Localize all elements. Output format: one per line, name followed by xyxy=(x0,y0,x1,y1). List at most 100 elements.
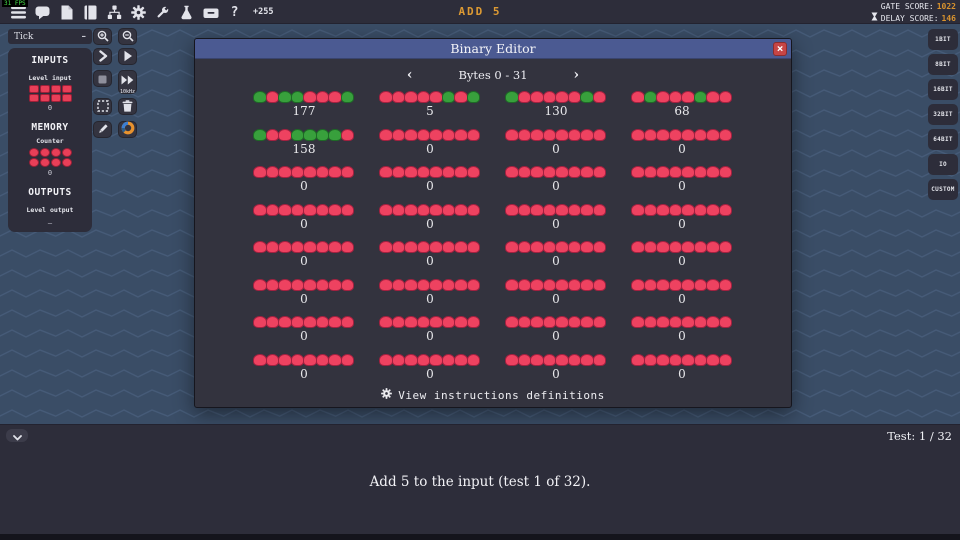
bit-width-button-32bit[interactable]: 32BIT xyxy=(928,104,958,125)
view-instructions-button[interactable]: View instructions definitions xyxy=(195,388,791,402)
bit-led[interactable] xyxy=(429,128,443,141)
bit-led[interactable] xyxy=(668,203,682,216)
bit-led[interactable] xyxy=(265,128,279,141)
bit-led[interactable] xyxy=(278,166,292,178)
bit-led[interactable] xyxy=(693,166,707,178)
bit-led[interactable] xyxy=(466,166,480,178)
bit-led[interactable] xyxy=(693,278,707,291)
bit-led[interactable] xyxy=(265,203,279,216)
bit-led[interactable] xyxy=(253,316,267,328)
bit-led[interactable] xyxy=(429,241,443,253)
delete-button[interactable] xyxy=(118,98,137,115)
bit-led[interactable] xyxy=(265,91,279,103)
bit-led[interactable] xyxy=(681,316,695,328)
lab-button[interactable] xyxy=(178,4,195,21)
bit-led[interactable] xyxy=(681,278,695,291)
bit-led[interactable] xyxy=(379,316,393,328)
bit-led[interactable] xyxy=(517,353,531,366)
bit-led[interactable] xyxy=(290,91,304,103)
bit-led[interactable] xyxy=(517,278,531,291)
bit-led[interactable] xyxy=(693,203,707,216)
bit-led[interactable] xyxy=(379,353,393,366)
bit-led[interactable] xyxy=(340,203,354,216)
bit-led[interactable] xyxy=(668,316,682,328)
bit-led[interactable] xyxy=(391,166,405,178)
bit-led[interactable] xyxy=(517,91,531,103)
next-page-button[interactable]: › xyxy=(573,67,580,83)
bit-led[interactable] xyxy=(706,91,720,103)
bit-led[interactable] xyxy=(580,278,594,291)
bit-led[interactable] xyxy=(631,241,645,253)
close-button[interactable]: × xyxy=(773,42,787,56)
bit-led[interactable] xyxy=(429,203,443,216)
bit-led[interactable] xyxy=(668,166,682,178)
bit-width-button-1bit[interactable]: 1BIT xyxy=(928,29,958,50)
bit-led[interactable] xyxy=(278,316,292,328)
bit-led[interactable] xyxy=(278,128,292,141)
theme-ring-button[interactable] xyxy=(118,121,137,138)
bit-led[interactable] xyxy=(315,91,329,103)
play-button[interactable] xyxy=(118,48,137,65)
bit-led[interactable] xyxy=(681,91,695,103)
bit-led[interactable] xyxy=(416,91,430,103)
bit-led[interactable] xyxy=(530,241,544,253)
bit-led[interactable] xyxy=(466,203,480,216)
bit-led[interactable] xyxy=(454,203,468,216)
bit-led[interactable] xyxy=(441,166,455,178)
bit-led[interactable] xyxy=(542,278,556,291)
bit-led[interactable] xyxy=(466,353,480,366)
bit-led[interactable] xyxy=(706,353,720,366)
bit-led[interactable] xyxy=(643,91,657,103)
bit-led[interactable] xyxy=(693,316,707,328)
bit-led[interactable] xyxy=(592,91,606,103)
bit-led[interactable] xyxy=(555,241,569,253)
bit-led[interactable] xyxy=(643,203,657,216)
panel-bit-led[interactable] xyxy=(50,94,61,102)
bit-led[interactable] xyxy=(454,166,468,178)
panel-bit-led[interactable] xyxy=(39,85,50,93)
bit-led[interactable] xyxy=(530,91,544,103)
bit-led[interactable] xyxy=(379,91,393,103)
bit-led[interactable] xyxy=(340,316,354,328)
bit-led[interactable] xyxy=(340,241,354,253)
bit-led[interactable] xyxy=(668,278,682,291)
bit-led[interactable] xyxy=(454,91,468,103)
bit-led[interactable] xyxy=(592,241,606,253)
bit-led[interactable] xyxy=(303,316,317,328)
bit-led[interactable] xyxy=(580,241,594,253)
bit-width-button-io[interactable]: IO xyxy=(928,154,958,175)
bit-led[interactable] xyxy=(253,278,267,291)
bit-led[interactable] xyxy=(706,278,720,291)
bit-led[interactable] xyxy=(706,128,720,141)
panel-bit-led[interactable] xyxy=(50,85,61,93)
bit-led[interactable] xyxy=(555,91,569,103)
bit-led[interactable] xyxy=(530,278,544,291)
bit-led[interactable] xyxy=(253,353,267,366)
bit-led[interactable] xyxy=(718,91,732,103)
bit-led[interactable] xyxy=(592,316,606,328)
bit-led[interactable] xyxy=(391,278,405,291)
library-button[interactable] xyxy=(82,4,99,21)
bit-led[interactable] xyxy=(391,203,405,216)
bit-led[interactable] xyxy=(391,91,405,103)
bit-led[interactable] xyxy=(340,91,354,103)
bit-led[interactable] xyxy=(656,353,670,366)
bit-led[interactable] xyxy=(379,278,393,291)
bit-led[interactable] xyxy=(718,278,732,291)
bit-led[interactable] xyxy=(517,166,531,178)
bit-led[interactable] xyxy=(265,316,279,328)
bit-led[interactable] xyxy=(303,278,317,291)
bit-led[interactable] xyxy=(718,241,732,253)
bit-led[interactable] xyxy=(530,128,544,141)
bit-led[interactable] xyxy=(404,316,418,328)
bit-led[interactable] xyxy=(416,241,430,253)
bit-led[interactable] xyxy=(718,166,732,178)
bit-led[interactable] xyxy=(328,278,342,291)
bit-led[interactable] xyxy=(580,353,594,366)
bit-led[interactable] xyxy=(290,166,304,178)
zoom-out-button[interactable] xyxy=(118,28,137,45)
bit-led[interactable] xyxy=(681,166,695,178)
bit-led[interactable] xyxy=(253,91,267,103)
bit-led[interactable] xyxy=(278,278,292,291)
bit-led[interactable] xyxy=(580,91,594,103)
